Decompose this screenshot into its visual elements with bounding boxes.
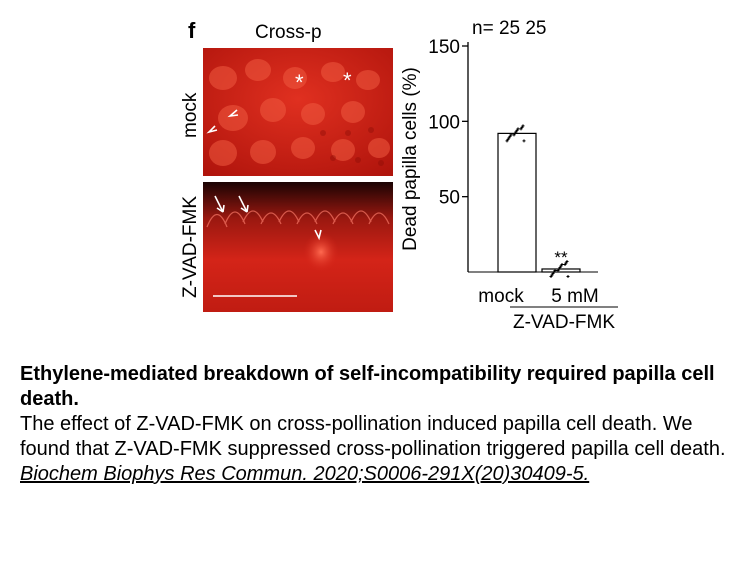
data-point [559, 264, 563, 268]
y-tick-label-100: 100 [428, 112, 460, 133]
asterisk-1: * [295, 70, 304, 95]
x-tick-label-5mM: 5 mM [551, 286, 599, 307]
data-point [505, 139, 509, 143]
caption: Ethylene-mediated breakdown of self-inco… [20, 362, 740, 487]
significance-mark: ** [554, 248, 568, 267]
panel-letter: f [188, 18, 196, 43]
caption-reference-link[interactable]: Biochem Biophys Res Commun. 2020;S0006-2… [20, 463, 590, 485]
data-point [509, 133, 513, 137]
data-point [563, 262, 567, 266]
data-point [520, 125, 524, 129]
data-point [508, 134, 512, 138]
row-label-zvad: Z-VAD-FMK [180, 195, 201, 298]
data-point [516, 127, 520, 131]
data-point [507, 136, 511, 140]
data-point [521, 124, 525, 128]
data-point [557, 267, 561, 271]
data-point [514, 130, 518, 134]
x-tick-label-mock: mock [478, 286, 524, 307]
bar-mock [497, 132, 537, 273]
data-point [519, 127, 523, 131]
figure-panel-f: f Cross-p mock Z-VAD-FMK [180, 18, 618, 333]
data-point [566, 275, 570, 279]
data-point [549, 275, 553, 279]
data-point [551, 272, 555, 276]
data-point [553, 268, 557, 272]
caption-text: The effect of Z-VAD-FMK on cross-pollina… [20, 413, 726, 460]
row-label-mock: mock [180, 92, 201, 138]
data-point [522, 139, 526, 143]
micrograph-mock: * * [203, 48, 393, 176]
data-point [558, 265, 562, 269]
data-point [556, 268, 560, 272]
caption-title: Ethylene-mediated breakdown of self-inco… [20, 363, 715, 410]
data-point [515, 128, 519, 132]
y-tick-label-150: 150 [428, 37, 460, 58]
y-axis-label: Dead papilla cells (%) [400, 67, 421, 251]
asterisk-2: * [343, 68, 352, 93]
x-group-label: Z-VAD-FMK [513, 312, 615, 333]
y-tick-label-50: 50 [439, 188, 460, 209]
data-point [512, 133, 516, 137]
n-label: n= 25 25 [472, 18, 547, 39]
micrograph-zvad [203, 182, 393, 312]
column-title: Cross-p [255, 22, 322, 43]
data-point [506, 137, 510, 141]
data-point [560, 262, 564, 266]
data-point [564, 261, 568, 265]
bar-chart: 50 100 150 Dead papilla cells (%) ** n= 25 25… [400, 18, 618, 333]
data-point [565, 259, 569, 263]
data-point [550, 273, 554, 277]
caption-body: The effect of Z-VAD-FMK on cross-pollina… [20, 412, 740, 487]
data-point [513, 131, 517, 135]
